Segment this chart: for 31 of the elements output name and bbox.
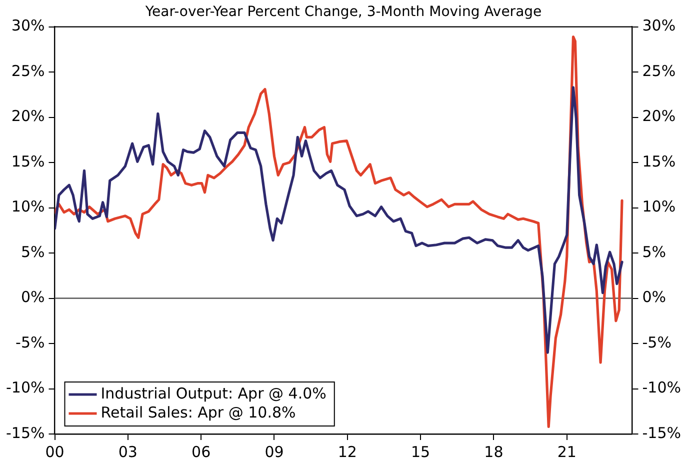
y-tick-label: 0% — [20, 288, 45, 306]
y2-tick-label: 15% — [642, 152, 676, 170]
x-tick-label: 15 — [411, 442, 430, 461]
chart-title: Year-over-Year Percent Change, 3-Month Moving Average — [144, 4, 542, 20]
x-tick-label: 18 — [484, 442, 504, 461]
y-tick-label: -5% — [16, 333, 45, 352]
y-tick-label: 20% — [11, 107, 45, 126]
y2-tick-label: 5% — [642, 242, 666, 261]
y-tick-label: 30% — [11, 16, 45, 35]
y2-tick-label: -10% — [642, 378, 682, 397]
y2-tick-label: -5% — [642, 333, 672, 352]
legend-label: Retail Sales: Apr @ 10.8% — [100, 403, 296, 422]
x-tick-label: 00 — [45, 442, 64, 461]
y2-tick-label: 25% — [642, 62, 676, 80]
x-tick-label: 12 — [338, 442, 357, 461]
x-tick-label: 06 — [192, 442, 211, 461]
x-tick-label: 21 — [557, 442, 576, 461]
legend-label: Industrial Output: Apr @ 4.0% — [100, 384, 326, 402]
x-tick-label: 09 — [264, 442, 284, 461]
y-tick-label: 10% — [11, 198, 45, 216]
y-tick-label: -15% — [6, 424, 45, 442]
y-tick-label: 5% — [20, 242, 45, 261]
y2-tick-label: -15% — [642, 424, 682, 442]
y2-tick-label: 30% — [642, 16, 676, 35]
y-tick-label: 15% — [11, 152, 45, 170]
y2-tick-label: 20% — [642, 107, 676, 126]
y2-tick-label: 10% — [642, 198, 676, 216]
y2-tick-label: 0% — [642, 288, 666, 306]
y-tick-label: -10% — [6, 378, 45, 397]
y-tick-label: 25% — [11, 62, 45, 80]
x-tick-label: 03 — [118, 442, 138, 461]
